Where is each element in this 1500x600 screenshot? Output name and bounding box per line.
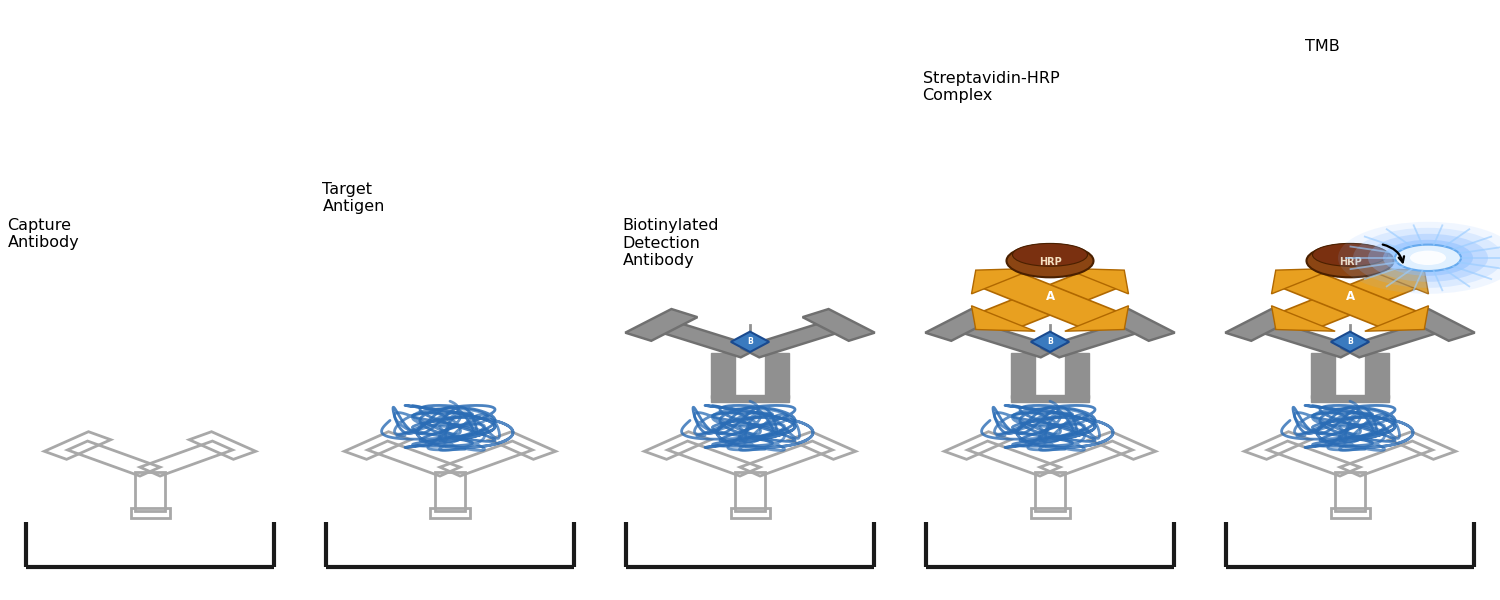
Polygon shape	[730, 332, 770, 352]
Polygon shape	[926, 309, 998, 341]
Polygon shape	[1065, 353, 1089, 398]
Polygon shape	[711, 395, 789, 403]
Polygon shape	[952, 320, 1059, 358]
Polygon shape	[1030, 332, 1069, 352]
Text: Biotinylated
Detection
Antibody: Biotinylated Detection Antibody	[622, 218, 718, 268]
Polygon shape	[972, 268, 1035, 294]
Polygon shape	[1226, 309, 1298, 341]
Polygon shape	[711, 353, 735, 398]
Polygon shape	[1272, 306, 1335, 331]
Polygon shape	[1402, 309, 1474, 341]
Text: HRP: HRP	[1338, 257, 1362, 267]
Circle shape	[1353, 228, 1500, 288]
Ellipse shape	[1013, 244, 1088, 266]
Ellipse shape	[1312, 244, 1388, 266]
Circle shape	[1338, 222, 1500, 294]
Polygon shape	[1311, 353, 1335, 398]
Polygon shape	[1280, 272, 1420, 328]
Polygon shape	[626, 309, 698, 341]
Polygon shape	[980, 272, 1120, 328]
Circle shape	[1383, 240, 1473, 276]
Polygon shape	[1365, 268, 1428, 294]
Polygon shape	[652, 320, 759, 358]
Text: TMB: TMB	[1305, 38, 1340, 53]
Polygon shape	[741, 320, 847, 358]
Polygon shape	[1330, 332, 1370, 352]
Polygon shape	[765, 353, 789, 398]
Polygon shape	[1365, 306, 1428, 331]
Polygon shape	[1311, 395, 1389, 403]
Polygon shape	[1252, 320, 1359, 358]
Text: Capture
Antibody: Capture Antibody	[8, 218, 80, 250]
Text: HRP: HRP	[1038, 257, 1062, 267]
Polygon shape	[1341, 320, 1448, 358]
Polygon shape	[802, 309, 874, 341]
Text: A: A	[1046, 290, 1054, 304]
Circle shape	[1410, 251, 1446, 265]
Polygon shape	[1011, 353, 1035, 398]
Polygon shape	[972, 306, 1035, 331]
Polygon shape	[1065, 268, 1128, 294]
Circle shape	[1368, 234, 1488, 282]
Ellipse shape	[1007, 244, 1094, 277]
Circle shape	[1395, 245, 1461, 271]
Polygon shape	[1065, 306, 1128, 331]
Polygon shape	[1011, 395, 1089, 403]
Polygon shape	[1041, 320, 1148, 358]
Polygon shape	[980, 272, 1120, 328]
Text: A: A	[1346, 290, 1354, 304]
Polygon shape	[1272, 268, 1335, 294]
Text: Streptavidin-HRP
Complex: Streptavidin-HRP Complex	[922, 71, 1059, 103]
Text: B: B	[747, 337, 753, 346]
Polygon shape	[1102, 309, 1174, 341]
Ellipse shape	[1306, 244, 1394, 277]
Polygon shape	[1365, 353, 1389, 398]
Text: B: B	[1347, 337, 1353, 346]
Text: Target
Antigen: Target Antigen	[322, 182, 386, 214]
Polygon shape	[1280, 272, 1420, 328]
Text: B: B	[1047, 337, 1053, 346]
